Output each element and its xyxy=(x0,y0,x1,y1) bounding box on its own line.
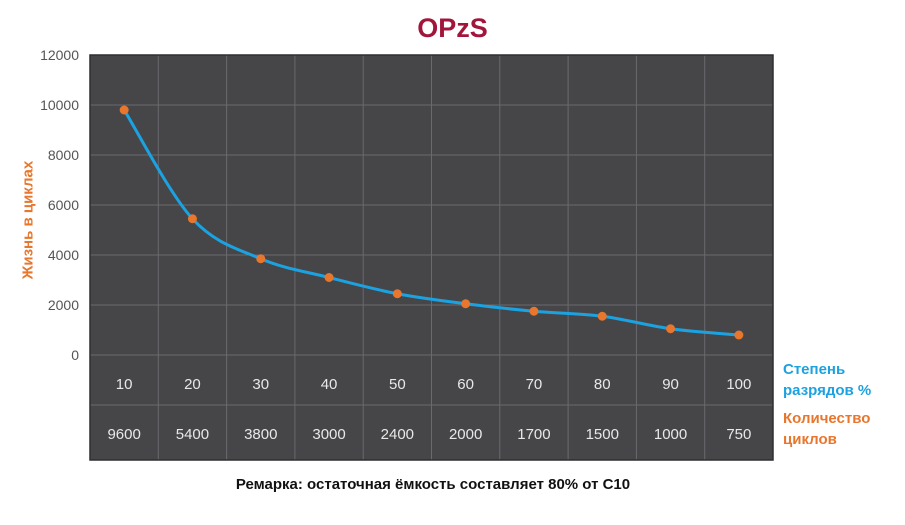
cycles-value: 2400 xyxy=(381,426,414,443)
cycles-value: 3000 xyxy=(312,426,345,443)
x-tick-label: 80 xyxy=(594,376,611,393)
row-label-line: разрядов % xyxy=(783,382,872,399)
y-tick-label: 2000 xyxy=(48,297,79,313)
y-tick-label: 4000 xyxy=(48,247,79,263)
data-point xyxy=(256,254,266,264)
y-tick-label: 0 xyxy=(71,347,79,363)
data-point xyxy=(324,273,334,282)
row-label-line: Количество xyxy=(783,410,871,427)
data-point xyxy=(734,330,744,340)
plot-frame xyxy=(89,54,774,461)
data-point xyxy=(529,306,539,316)
row-label-cycles: Количество циклов xyxy=(783,408,898,450)
cycles-value: 1700 xyxy=(517,426,550,443)
row-label-line: Степень xyxy=(783,361,846,378)
x-tick-label: 40 xyxy=(321,376,338,393)
data-point xyxy=(461,299,471,309)
data-point xyxy=(666,324,676,334)
cycles-value: 2000 xyxy=(449,426,482,443)
series-line xyxy=(122,109,739,337)
cycles-value: 750 xyxy=(726,426,751,443)
cycles-value: 9600 xyxy=(107,426,140,443)
x-tick-label: 10 xyxy=(116,376,133,393)
remark-note: Ремарка: остаточная ёмкость составляет 8… xyxy=(235,476,631,493)
cycles-value: 1000 xyxy=(654,426,687,443)
x-tick-label: 50 xyxy=(389,376,406,393)
data-point xyxy=(119,105,129,115)
chart-title: OPzS xyxy=(417,13,488,43)
row-label-line: циклов xyxy=(783,431,837,448)
data-point xyxy=(392,289,402,299)
cycles-value: 5400 xyxy=(176,426,209,443)
y-tick-label: 12000 xyxy=(40,47,79,63)
x-tick-label: 30 xyxy=(252,376,269,393)
x-tick-label: 60 xyxy=(457,376,474,393)
x-tick-label: 100 xyxy=(726,376,751,393)
data-point xyxy=(187,214,197,224)
y-tick-label: 6000 xyxy=(48,197,79,213)
y-tick-label: 8000 xyxy=(48,147,79,163)
x-tick-label: 70 xyxy=(526,376,543,393)
data-point xyxy=(597,311,607,321)
y-tick-label: 10000 xyxy=(40,97,79,113)
cycles-value: 1500 xyxy=(586,426,619,443)
x-tick-label: 90 xyxy=(662,376,679,393)
cycles-value: 3800 xyxy=(244,426,277,443)
x-tick-label: 20 xyxy=(184,376,201,393)
row-label-discharge-depth: Степень разрядов % xyxy=(783,359,898,401)
